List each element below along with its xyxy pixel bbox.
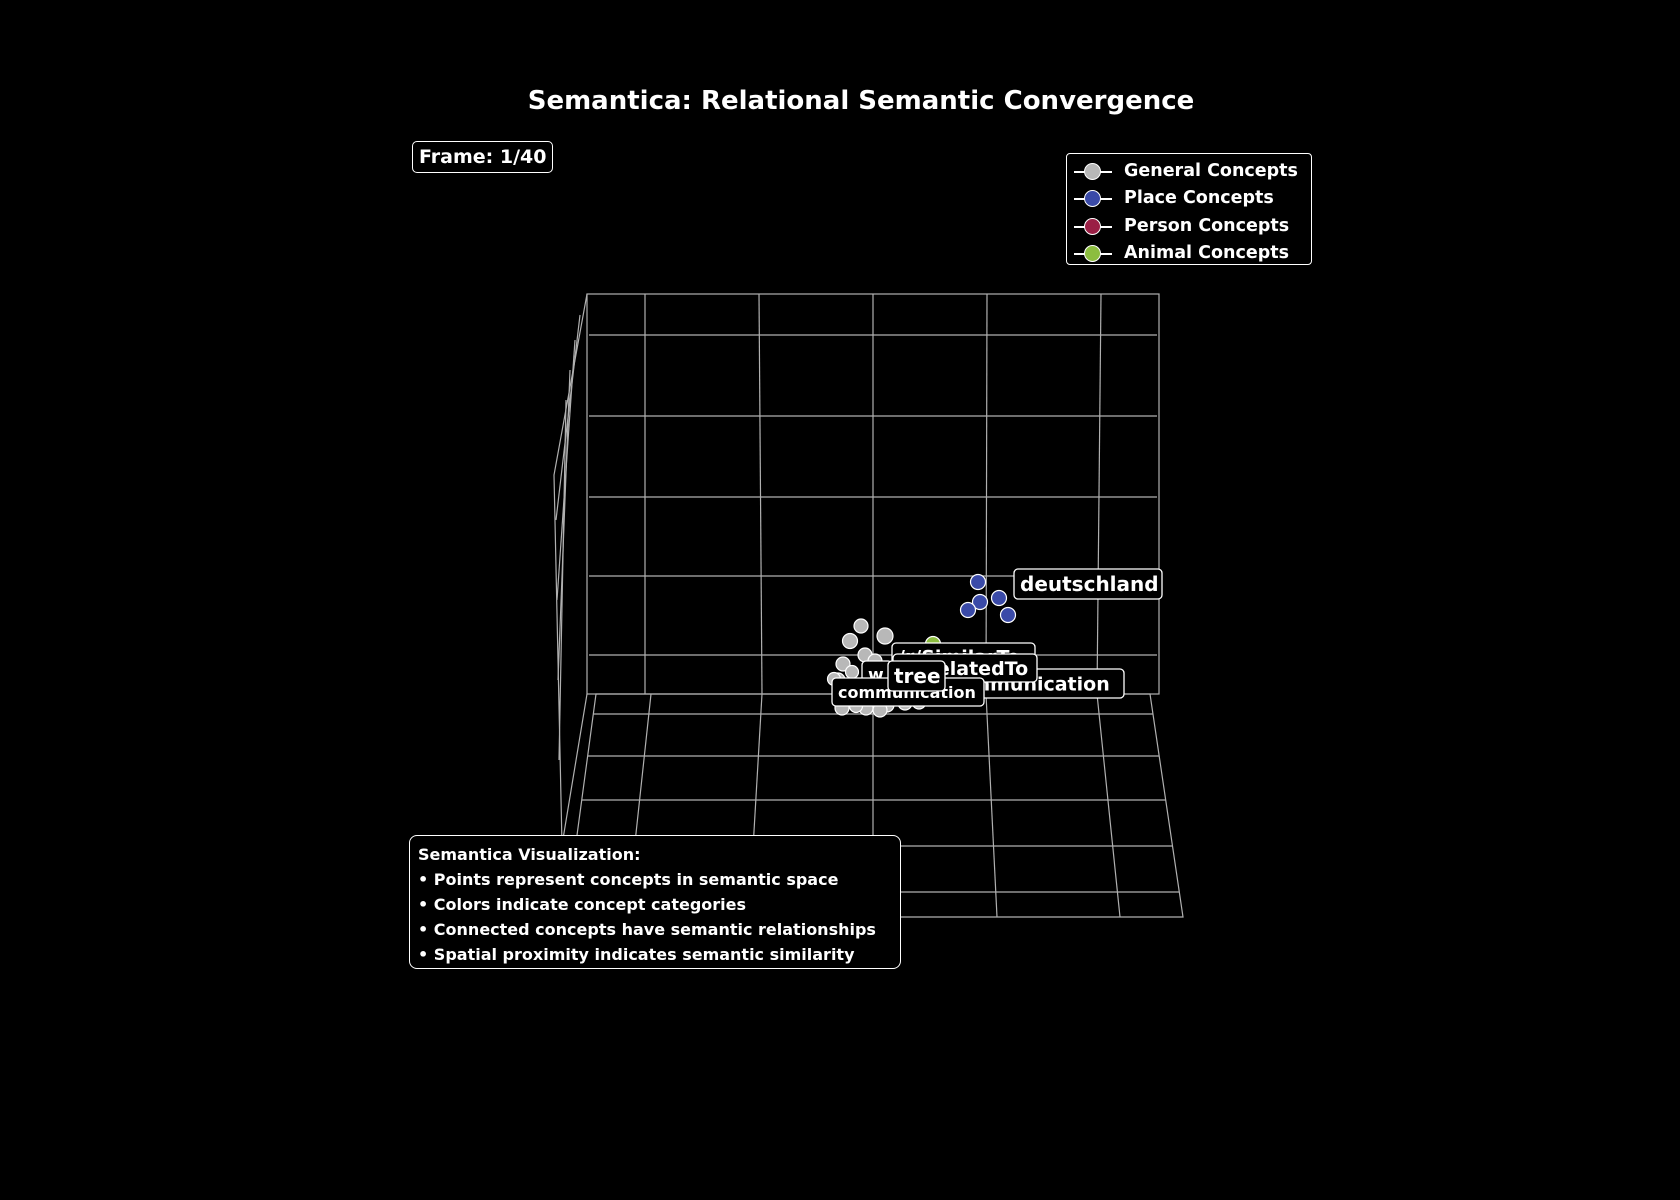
chart-title: Semantica: Relational Semantic Convergen…: [527, 86, 1195, 116]
floor-grid-v: [985, 693, 998, 918]
back-grid-v: [1096, 293, 1102, 695]
legend: General Concepts Place Concepts Person C…: [1066, 153, 1312, 265]
info-line-3: • Connected concepts have semantic relat…: [418, 920, 876, 939]
point-general-6: [844, 664, 860, 680]
info-line-1: • Points represent concepts in semantic …: [418, 870, 839, 889]
point-place-2: [971, 593, 989, 611]
info-box: Semantica Visualization: • Points repres…: [409, 835, 901, 969]
point-general-2: [841, 632, 859, 650]
point-label-text-4: tree: [894, 664, 941, 688]
back-grid-v: [758, 293, 763, 695]
left-grid: [558, 399, 567, 761]
frame-counter: Frame: 1/40: [412, 141, 554, 173]
legend-label-person: Person Concepts: [1124, 215, 1290, 236]
info-line-2: • Colors indicate concept categories: [418, 895, 747, 914]
legend-marker-person: [1084, 217, 1101, 235]
legend-label-general: General Concepts: [1124, 161, 1298, 181]
info-line-4: • Spatial proximity indicates semantic s…: [418, 945, 855, 964]
legend-marker-general: [1084, 163, 1101, 180]
legend-label-animal: Animal Concepts: [1124, 242, 1290, 263]
back-grid-v: [985, 293, 988, 695]
point-general-5: [835, 656, 851, 672]
point-label-4: tree: [887, 660, 946, 692]
left-pane: [553, 293, 588, 846]
point-general-0: [853, 618, 869, 634]
legend-marker-place: [1084, 190, 1101, 208]
axes-grid: [553, 293, 1184, 918]
floor-grid-v: [1096, 693, 1121, 918]
point-place-3: [959, 601, 977, 619]
point-label-0: deutschland: [1013, 568, 1163, 600]
info-heading: Semantica Visualization:: [418, 845, 641, 864]
point-place-4: [999, 606, 1017, 624]
point-labels: deutschlandcommunication/r/SimilarTo/r/R…: [831, 568, 1163, 707]
point-place-0: [969, 573, 987, 591]
legend-entry-general: General Concepts: [1067, 158, 1311, 185]
legend-marker-animal: [1084, 244, 1101, 262]
legend-entry-animal: Animal Concepts: [1067, 240, 1311, 267]
legend-label-place: Place Concepts: [1124, 188, 1274, 209]
legend-entry-person: Person Concepts: [1067, 213, 1311, 240]
point-place-1: [990, 589, 1008, 607]
legend-entry-place: Place Concepts: [1067, 185, 1311, 212]
point-label-text-0: deutschland: [1020, 572, 1159, 596]
point-general-1: [876, 627, 894, 645]
